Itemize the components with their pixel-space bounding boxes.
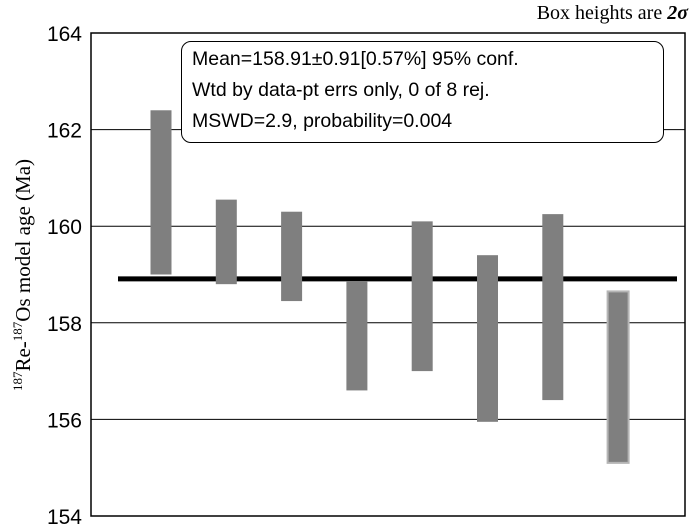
y-axis-label: 187Re-187Os model age (Ma) — [10, 159, 35, 391]
error-box-5 — [411, 221, 433, 372]
error-boxes — [150, 110, 630, 464]
error-box-2 — [215, 199, 237, 285]
error-box-7 — [542, 214, 564, 401]
sigma-value: 2σ — [667, 2, 688, 24]
box-height-note: Box heights are 2σ — [537, 2, 688, 25]
error-box-1 — [150, 110, 172, 275]
box-height-note-text: Box heights are — [536, 2, 668, 24]
error-box-4 — [346, 281, 368, 391]
error-box-8 — [606, 290, 630, 464]
stats-line-weighting: Wtd by data-pt errs only, 0 of 8 rej. — [192, 79, 490, 101]
y-tick-label: 154 — [47, 506, 82, 528]
grid-lines — [91, 129, 685, 420]
error-box-3 — [281, 211, 303, 302]
y-tick-label: 162 — [47, 120, 82, 143]
stats-line-mswd: MSWD=2.9, probability=0.004 — [192, 110, 453, 132]
y-tick-labels: 154 156 158 160 162 164 — [47, 23, 82, 528]
error-box-6 — [477, 255, 498, 422]
stats-box: Mean=158.91±0.91[0.57%] 95% conf. Wtd by… — [181, 41, 664, 143]
stats-line-mean: Mean=158.91±0.91[0.57%] 95% conf. — [192, 48, 519, 70]
y-tick-label: 164 — [47, 23, 82, 46]
y-tick-label: 160 — [47, 216, 82, 239]
y-tick-label: 156 — [47, 409, 82, 432]
plot-frame — [90, 32, 686, 517]
y-tick-label: 158 — [47, 313, 82, 336]
